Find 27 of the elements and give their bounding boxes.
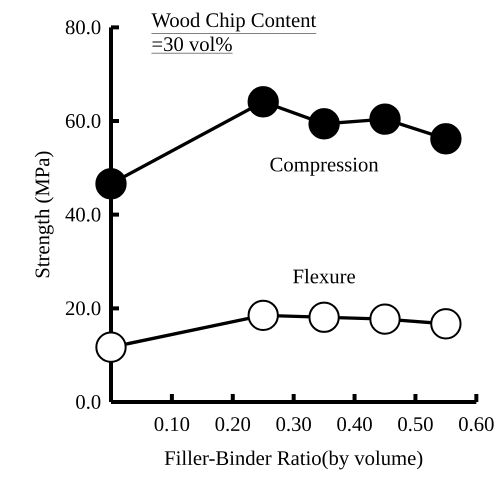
x-axis-title: Filler-Binder Ratio(by volume)	[164, 450, 422, 470]
x-tick-label: 0.60	[459, 417, 494, 432]
point	[95, 332, 127, 363]
point	[369, 303, 401, 335]
annotation: Wood Chip Content	[151, 12, 316, 32]
y-tick-label: 60.0	[66, 114, 100, 128]
y-tick-label: 0.0	[76, 394, 100, 410]
point	[430, 308, 462, 340]
x-tick-label: 0.40	[337, 417, 372, 432]
point	[95, 168, 127, 200]
x-tick-label: 0.50	[398, 417, 433, 432]
y-tick-label: 80.0	[66, 20, 100, 34]
y-axis-title: Strength (MPa)	[34, 152, 54, 278]
point	[430, 123, 462, 154]
series-label: Compression	[270, 158, 378, 176]
series-label: Flexure	[293, 268, 355, 284]
point	[308, 108, 340, 140]
x-tick-label: 0.30	[276, 417, 311, 432]
point	[369, 103, 401, 135]
y-tick-label: 20.0	[66, 301, 100, 316]
y-tick-label: 40.0	[65, 208, 100, 222]
point	[308, 302, 340, 333]
point	[248, 300, 279, 332]
point	[248, 86, 279, 118]
annotation: =30 vol%	[152, 36, 232, 52]
x-tick-label: 0.20	[215, 417, 250, 432]
x-tick-label: 0.10	[154, 417, 190, 432]
